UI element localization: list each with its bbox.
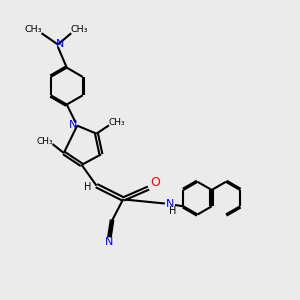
Text: CH₃: CH₃ [36,136,53,146]
Text: N: N [105,236,113,247]
Text: N: N [69,120,77,130]
Text: N: N [166,200,174,209]
Text: N: N [56,40,64,50]
Text: CH₃: CH₃ [25,25,42,34]
Text: H: H [85,182,92,192]
Text: CH₃: CH₃ [109,118,126,127]
Text: H: H [169,206,177,216]
Text: CH₃: CH₃ [70,25,88,34]
Text: O: O [150,176,160,190]
